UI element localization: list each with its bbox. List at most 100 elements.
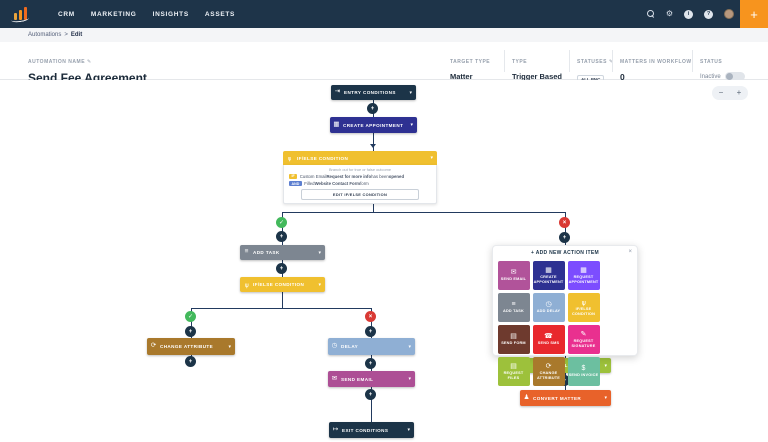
false-branch-icon: × bbox=[559, 217, 570, 228]
connector-line bbox=[282, 292, 283, 308]
action-tile-ifelse-condition[interactable]: ⋔ IF/ELSE CONDITION bbox=[567, 293, 600, 322]
action-tile-request-files[interactable]: ▤ REQUEST FILES bbox=[497, 357, 530, 386]
connector-line bbox=[373, 133, 374, 151]
true-branch-icon: ✓ bbox=[185, 311, 196, 322]
zoom-out-button[interactable]: − bbox=[718, 88, 724, 97]
branch-icon: ⋔ bbox=[580, 298, 587, 306]
node-label: CHANGE ATTRIBUTE bbox=[160, 344, 214, 349]
calendar-icon: ▦ bbox=[333, 120, 340, 128]
action-tile-change-attribute[interactable]: ⟳ CHANGE ATTRIBUTE bbox=[532, 357, 565, 386]
action-tile-add-task[interactable]: ≡ ADD TASK bbox=[497, 293, 530, 322]
node-change-attribute[interactable]: ⟳ CHANGE ATTRIBUTE ▾ bbox=[147, 338, 235, 355]
action-tile-create-appointment[interactable]: ▦ CREATE APPOINTMENT bbox=[532, 261, 565, 290]
status-value: Inactive bbox=[700, 73, 721, 80]
action-tile-send-email[interactable]: ✉ SEND EMAIL bbox=[497, 261, 530, 290]
connector-line bbox=[371, 387, 372, 422]
condition-text-bold: Request for more info bbox=[326, 173, 372, 179]
breadcrumb-separator: > bbox=[64, 32, 68, 38]
add-step-button[interactable]: + bbox=[276, 263, 287, 274]
help-icon[interactable]: ? bbox=[704, 9, 713, 19]
branch-icon: ⋔ bbox=[243, 281, 250, 289]
node-delay[interactable]: ◷ DELAY ▾ bbox=[328, 338, 415, 355]
tile-label: SEND INVOICE bbox=[568, 373, 599, 378]
action-tile-send-sms[interactable]: ☎ SEND SMS bbox=[532, 325, 565, 354]
ifelse-subtitle: Branch out for true or false outcome bbox=[328, 167, 392, 172]
edit-name-icon[interactable]: ✎ bbox=[87, 59, 92, 65]
add-step-button[interactable]: + bbox=[276, 231, 287, 242]
calendar-icon: ▦ bbox=[545, 266, 552, 274]
nav-item-assets[interactable]: ASSETS bbox=[204, 10, 236, 18]
condition-text: Filled bbox=[304, 181, 315, 187]
chevron-down-icon[interactable]: ▾ bbox=[430, 155, 433, 161]
close-icon[interactable]: × bbox=[628, 249, 632, 255]
app-logo[interactable] bbox=[10, 5, 32, 24]
node-convert-matter[interactable]: ♟ CONVERT MATTER ▾ bbox=[520, 390, 611, 406]
pen-icon: ✎ bbox=[580, 330, 587, 338]
branch-icon: ⋔ bbox=[287, 154, 293, 161]
add-step-button[interactable]: + bbox=[365, 326, 376, 337]
chevron-down-icon[interactable]: ▾ bbox=[228, 343, 231, 350]
nav-item-insights[interactable]: INSIGHTS bbox=[152, 10, 189, 18]
tile-label: REQUEST SIGNATURE bbox=[571, 339, 596, 348]
action-tile-request-signature[interactable]: ✎ REQUEST SIGNATURE bbox=[567, 325, 600, 354]
node-ifelse-condition-1[interactable]: ⋔ IF/ELSE CONDITION ▾ bbox=[283, 151, 437, 165]
info-icon[interactable]: i bbox=[684, 9, 693, 19]
node-add-task[interactable]: ≡ ADD TASK ▾ bbox=[240, 245, 325, 260]
connector-line bbox=[373, 204, 374, 212]
action-tile-add-delay[interactable]: ◷ ADD DELAY bbox=[532, 293, 565, 322]
gear-icon[interactable]: ⚙ bbox=[665, 9, 673, 18]
user-avatar[interactable] bbox=[724, 9, 734, 19]
condition-text: form bbox=[360, 181, 369, 187]
envelope-icon: ✉ bbox=[331, 374, 338, 382]
edit-ifelse-condition-button[interactable]: EDIT IF/ELSE CONDITION bbox=[301, 188, 419, 200]
chevron-down-icon[interactable]: ▾ bbox=[407, 427, 410, 433]
tile-label: SEND EMAIL bbox=[500, 277, 527, 282]
tile-label: SEND FORM bbox=[501, 341, 526, 346]
field-status: STATUS Inactive bbox=[700, 50, 745, 81]
chevron-down-icon[interactable]: ▾ bbox=[604, 362, 607, 369]
action-tile-request-appointment[interactable]: ▦ REQUEST APPOINTMENT bbox=[567, 261, 600, 290]
global-add-button[interactable]: + bbox=[740, 0, 768, 28]
connector-line bbox=[191, 308, 192, 338]
tile-label: ADD DELAY bbox=[536, 309, 561, 314]
node-label: CONVERT MATTER bbox=[533, 395, 582, 401]
search-icon[interactable] bbox=[646, 10, 655, 18]
chevron-down-icon[interactable]: ▾ bbox=[409, 89, 412, 96]
edit-statuses-icon[interactable]: ✎ bbox=[609, 59, 613, 65]
chevron-down-icon[interactable]: ▾ bbox=[408, 376, 411, 382]
add-step-button[interactable]: + bbox=[185, 326, 196, 337]
zoom-in-button[interactable]: + bbox=[736, 88, 742, 97]
node-ifelse-condition-2[interactable]: ⋔ IF/ELSE CONDITION ▾ bbox=[240, 277, 325, 292]
breadcrumb: Automations > Edit bbox=[0, 28, 768, 42]
chevron-down-icon[interactable]: ▾ bbox=[604, 395, 607, 401]
breadcrumb-root[interactable]: Automations bbox=[28, 32, 62, 38]
node-entry-conditions[interactable]: ⇥ ENTRY CONDITIONS ▾ bbox=[331, 85, 416, 100]
target-type-label: TARGET TYPE bbox=[450, 59, 491, 65]
condition-row: AND Filled Website Contact Form form bbox=[289, 180, 431, 187]
add-step-button[interactable]: + bbox=[365, 358, 376, 369]
action-tile-send-invoice[interactable]: $ SEND INVOICE bbox=[567, 357, 600, 386]
add-step-button[interactable]: + bbox=[367, 103, 378, 114]
condition-text-bold: Website Contact Form bbox=[314, 181, 361, 187]
node-label: SEND EMAIL bbox=[341, 376, 374, 382]
node-create-appointment[interactable]: ▦ CREATE APPOINTMENT ▾ bbox=[330, 117, 417, 133]
add-step-button[interactable]: + bbox=[185, 356, 196, 367]
add-step-button[interactable]: + bbox=[365, 389, 376, 400]
node-exit-conditions[interactable]: ↦ EXIT CONDITIONS ▾ bbox=[329, 422, 414, 438]
tile-label: REQUEST FILES bbox=[503, 371, 524, 380]
chevron-down-icon[interactable]: ▾ bbox=[318, 281, 321, 288]
add-step-button[interactable]: + bbox=[559, 232, 570, 243]
chevron-down-icon[interactable]: ▾ bbox=[408, 343, 411, 350]
nav-item-crm[interactable]: CRM bbox=[58, 10, 75, 18]
nav-item-marketing[interactable]: MARKETING bbox=[90, 10, 137, 18]
list-icon: ≡ bbox=[244, 248, 249, 256]
node-send-email[interactable]: ✉ SEND EMAIL ▾ bbox=[328, 371, 415, 387]
chevron-down-icon[interactable]: ▾ bbox=[318, 249, 321, 256]
action-tile-send-form[interactable]: ▤ SEND FORM bbox=[497, 325, 530, 354]
status-toggle[interactable] bbox=[724, 72, 745, 81]
chevron-down-icon[interactable]: ▾ bbox=[410, 122, 413, 128]
logo-bar bbox=[19, 10, 22, 20]
workflow-canvas[interactable]: − + ⇥ ENTRY CONDITIONS ▾ + ▦ CREATE APPO… bbox=[0, 80, 768, 442]
tile-label: REQUEST APPOINTMENT bbox=[568, 275, 599, 284]
zoom-controls: − + bbox=[712, 86, 748, 100]
